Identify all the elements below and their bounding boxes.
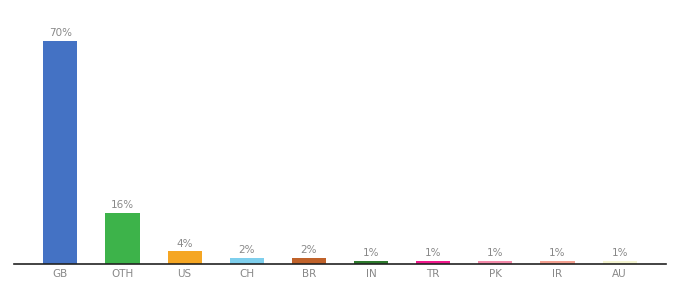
Text: 1%: 1%: [549, 248, 566, 258]
Text: 70%: 70%: [49, 28, 72, 38]
Bar: [478, 261, 513, 264]
Bar: [292, 258, 326, 264]
Bar: [416, 261, 450, 264]
Bar: [541, 261, 575, 264]
Bar: [354, 261, 388, 264]
Text: 2%: 2%: [239, 245, 255, 255]
Text: 2%: 2%: [301, 245, 317, 255]
Text: 1%: 1%: [425, 248, 441, 258]
Text: 1%: 1%: [611, 248, 628, 258]
Bar: [602, 261, 636, 264]
Text: 4%: 4%: [176, 239, 193, 249]
Bar: [167, 251, 202, 264]
Bar: [230, 258, 264, 264]
Bar: [44, 40, 78, 264]
Text: 16%: 16%: [111, 200, 134, 210]
Text: 1%: 1%: [363, 248, 379, 258]
Bar: [105, 213, 139, 264]
Text: 1%: 1%: [487, 248, 504, 258]
